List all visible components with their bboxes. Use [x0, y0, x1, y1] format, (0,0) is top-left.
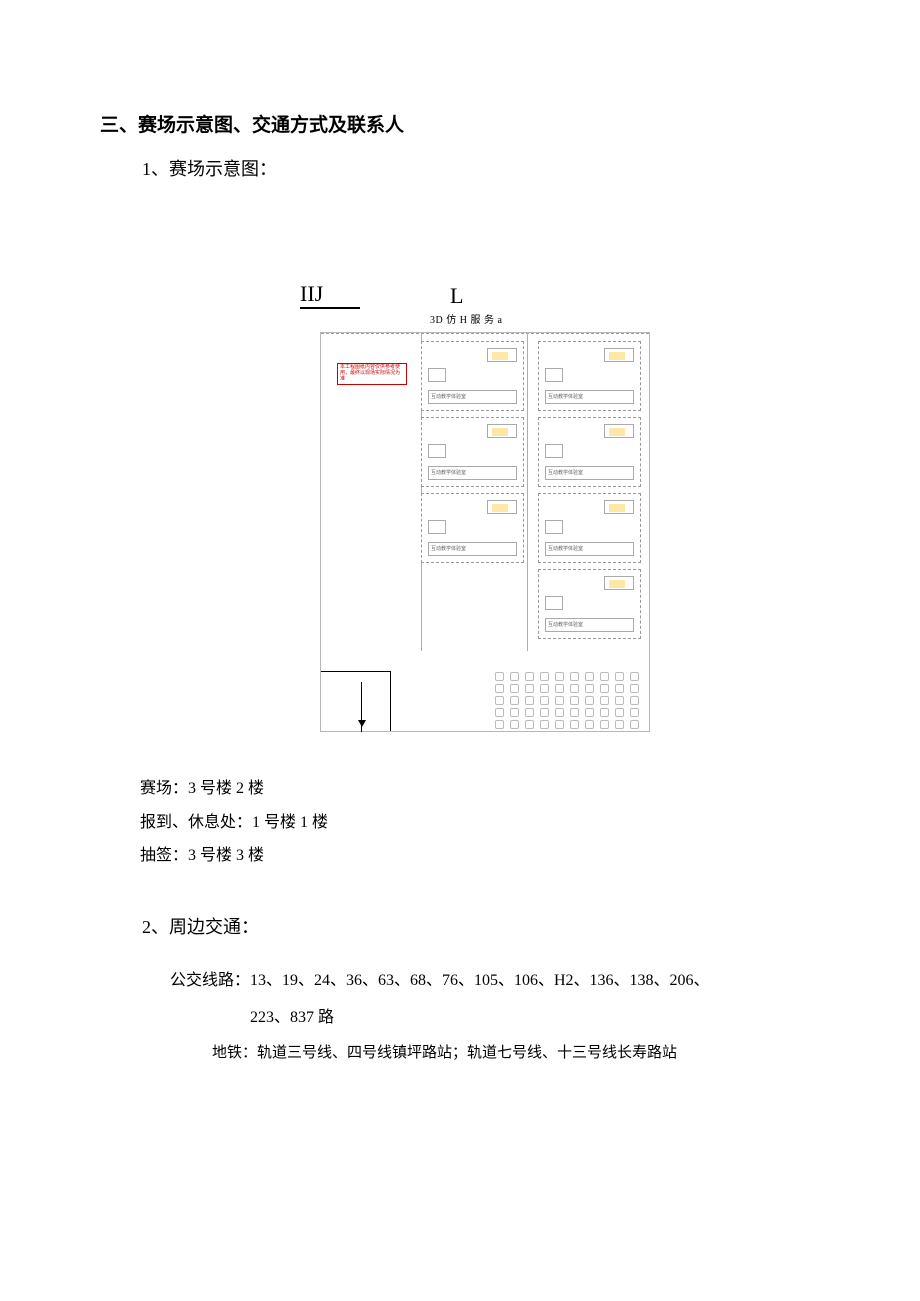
- seating-area: [495, 672, 639, 729]
- diagram-label-b: L: [450, 283, 463, 309]
- location-draw: 抽签：3 号楼 3 楼: [140, 839, 820, 873]
- room-7: 互动教学体验室: [538, 569, 641, 639]
- sub-heading-2: 2、周边交通：: [142, 913, 820, 939]
- metro-routes: 地铁：轨道三号线、四号线镇坪路站；轨道七号线、十三号线长寿路站: [212, 1036, 820, 1071]
- room-5: 互动教学体验室: [421, 493, 524, 563]
- room-6: 互动教学体验室: [538, 493, 641, 563]
- room-1: 互动教学体验室: [421, 341, 524, 411]
- bus-routes-line2: 223、837 路: [250, 1000, 820, 1037]
- top-dash-line: [321, 333, 649, 334]
- location-venue: 赛场：3 号楼 2 楼: [140, 772, 820, 806]
- room-2: 互动教学体验室: [538, 341, 641, 411]
- bus-routes-line1: 公交线路：13、19、24、36、63、68、76、105、106、H2、136…: [170, 963, 820, 1000]
- red-warning-note: 本工程图纸内容仅供参考使用，最终以现场实际情况为准: [337, 363, 407, 385]
- section-heading: 三、赛场示意图、交通方式及联系人: [100, 110, 820, 137]
- diagram-top-labels: IIJ L: [290, 281, 710, 309]
- room-3: 互动教学体验室: [421, 417, 524, 487]
- diagram-label-a: IIJ: [300, 281, 360, 309]
- location-checkin: 报到、休息处：1 号楼 1 楼: [140, 806, 820, 840]
- entrance-arrow: [321, 671, 391, 731]
- floor-plan: 本工程图纸内容仅供参考使用，最终以现场实际情况为准 互动教学体验室 互动教学体验…: [320, 332, 650, 732]
- room-4: 互动教学体验室: [538, 417, 641, 487]
- diagram-sublabel: 3D 仿 H 服 务 a: [430, 311, 710, 326]
- room-grid: 互动教学体验室 互动教学体验室 互动教学体验室 互动教学体验室 互动教学体验室 …: [421, 341, 641, 639]
- venue-diagram: IIJ L 3D 仿 H 服 务 a 本工程图纸内容仅供参考使用，最终以现场实际…: [290, 281, 710, 732]
- sub-heading-1: 1、赛场示意图：: [142, 155, 820, 181]
